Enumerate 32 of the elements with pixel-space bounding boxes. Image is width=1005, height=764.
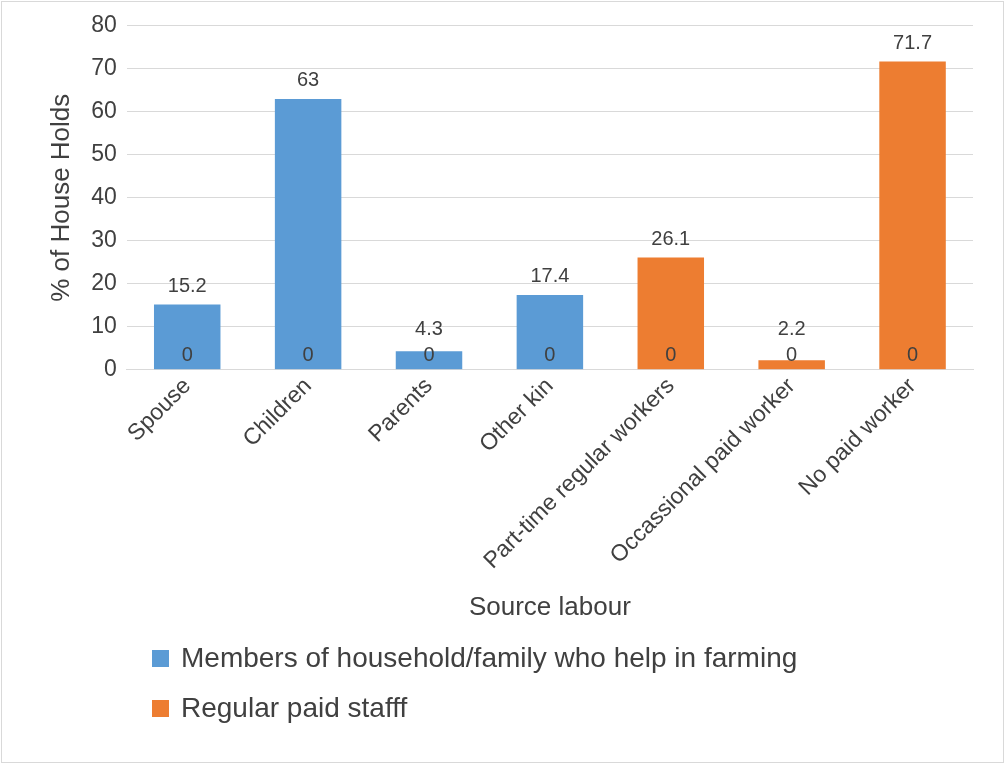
y-tick-label: 0 <box>103 355 117 382</box>
bar <box>516 294 584 370</box>
y-tick-label: 80 <box>91 11 117 38</box>
bar <box>879 61 946 370</box>
y-tick-label: 10 <box>91 312 117 339</box>
data-label: 4.3 <box>415 317 443 340</box>
y-tick-label: 60 <box>91 97 117 124</box>
data-label: 0 <box>544 343 556 366</box>
data-label: 17.4 <box>530 264 570 287</box>
data-label: 71.7 <box>893 31 933 53</box>
data-label: 2.2 <box>777 317 806 340</box>
data-label: 0 <box>786 343 798 366</box>
y-axis-title: % of House Holds <box>44 93 75 302</box>
data-label: 26.1 <box>651 227 691 250</box>
data-label: 0 <box>181 343 193 366</box>
data-label: 15.2 <box>167 273 207 296</box>
y-tick-label: 70 <box>91 54 117 81</box>
legend-label: Regular paid stafff <box>181 692 408 724</box>
data-label: 0 <box>906 343 919 366</box>
legend-label: Members of household/family who help in farming <box>181 642 798 674</box>
y-tick-label: 50 <box>91 140 117 167</box>
data-label: 0 <box>302 343 314 366</box>
y-tick-label: 20 <box>91 269 117 296</box>
data-label: 0 <box>665 343 677 366</box>
bar <box>274 98 342 370</box>
bar <box>153 304 221 370</box>
data-label: 63 <box>296 68 320 91</box>
bar <box>758 360 825 370</box>
x-axis-title: Source labour <box>468 590 632 621</box>
y-tick-label: 30 <box>91 226 117 253</box>
y-tick-label: 40 <box>91 183 117 210</box>
bar <box>637 257 705 370</box>
